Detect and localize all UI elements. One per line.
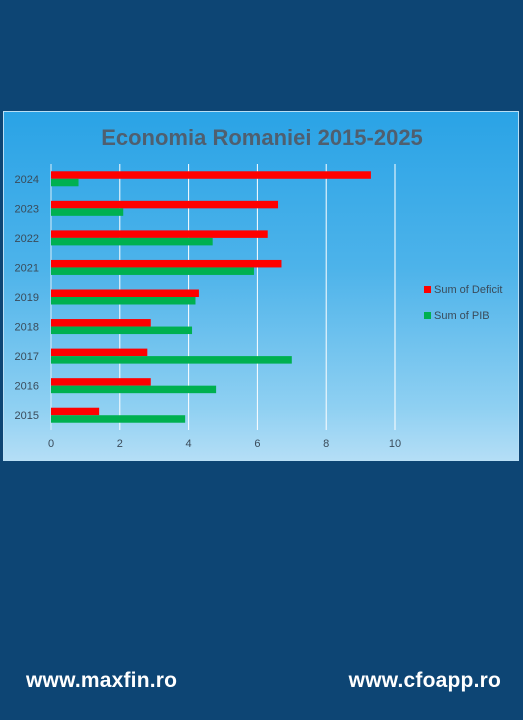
category-label: 2015: [15, 410, 39, 422]
bar-deficit-2015: [51, 407, 100, 416]
legend-swatch-deficit: [424, 286, 431, 293]
bar-pib-2018: [51, 326, 193, 335]
footer-link-cfoapp[interactable]: www.cfoapp.ro: [348, 669, 501, 692]
legend: Sum of Deficit Sum of PIB: [424, 284, 502, 322]
category-label: 2017: [15, 351, 39, 363]
bar-pib-2019: [51, 297, 196, 305]
bar-pib-2015: [51, 415, 186, 423]
category-label: 2022: [15, 233, 39, 245]
category-label: 2018: [15, 322, 39, 334]
bar-deficit-2017: [51, 348, 148, 357]
bar-deficit-2021: [51, 259, 282, 268]
x-tick-label: 6: [254, 438, 260, 450]
bar-deficit-2022: [51, 230, 268, 238]
bar-deficit-2024: [51, 171, 371, 179]
legend-label: Sum of PIB: [434, 310, 490, 322]
x-tick-label: 4: [186, 438, 192, 450]
footer-link-maxfin[interactable]: www.maxfin.ro: [26, 669, 178, 692]
category-label: 2024: [15, 174, 39, 186]
bar-pib-2017: [51, 356, 292, 364]
x-tick-label: 8: [323, 438, 329, 450]
bar-pib-2024: [51, 178, 79, 187]
bar-deficit-2016: [51, 378, 151, 386]
category-label: 2019: [15, 292, 39, 304]
x-tick-label: 0: [48, 438, 54, 450]
chart-title: Economia Romaniei 2015-2025: [101, 125, 423, 150]
legend-label: Sum of Deficit: [434, 284, 502, 296]
chart-panel: Economia Romaniei 2015-2025 2024 2023 2022…: [3, 111, 519, 461]
bar-pib-2023: [51, 208, 124, 216]
bars: [51, 171, 371, 423]
bar-pib-2022: [51, 237, 213, 246]
x-tick-label: 10: [389, 438, 401, 450]
bar-deficit-2023: [51, 200, 279, 209]
category-label: 2021: [15, 262, 39, 274]
bar-deficit-2018: [51, 319, 151, 327]
category-label: 2023: [15, 203, 39, 215]
bar-chart: Economia Romaniei 2015-2025 2024 2023 2022…: [15, 125, 503, 450]
bar-pib-2021: [51, 267, 254, 275]
x-tick-label: 2: [117, 438, 123, 450]
category-labels: 2024 2023 2022 2021 2019 2018 2017 2016 2015: [15, 174, 39, 422]
x-tick-labels: 0 2 4 6 8 10: [48, 438, 401, 450]
category-label: 2016: [15, 381, 39, 393]
bar-pib-2016: [51, 385, 217, 394]
legend-swatch-pib: [424, 312, 431, 319]
bar-deficit-2019: [51, 289, 199, 297]
